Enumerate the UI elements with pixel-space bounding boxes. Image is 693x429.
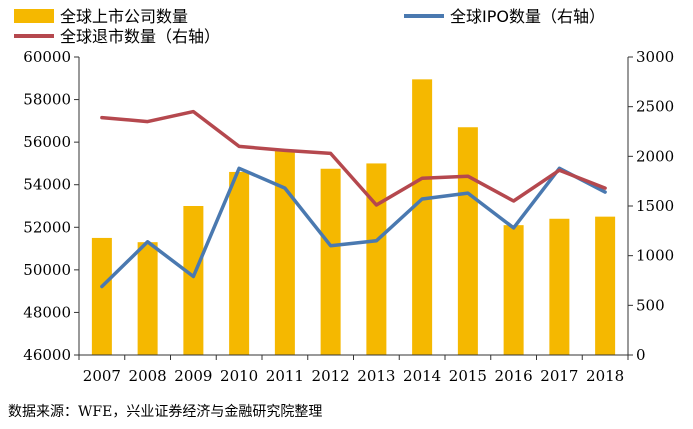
x-tick-label: 2009 [174, 367, 212, 385]
right-tick-label: 0 [636, 346, 646, 364]
series-line-全球退市数量（右轴） [100, 109, 607, 207]
x-tick-label: 2017 [540, 367, 578, 385]
bar-2011 [274, 150, 295, 355]
left-tick-label: 52000 [23, 218, 71, 236]
x-tick-label: 2018 [586, 367, 624, 385]
x-tick-label: 2015 [449, 367, 487, 385]
x-tick-label: 2013 [357, 367, 395, 385]
chart: 46000 48000 50000 52000 54000 56000 58000 60000… [14, 7, 674, 385]
bar-2008 [137, 242, 158, 355]
lines-layer [100, 109, 607, 289]
legend-label: 全球IPO数量（右轴） [450, 7, 605, 26]
left-tick-label: 46000 [23, 346, 71, 364]
x-tick-label: 2014 [403, 367, 441, 385]
left-tick-label: 58000 [23, 91, 71, 109]
bar-2013 [366, 163, 387, 355]
bars-layer [91, 79, 616, 355]
x-tick-label: 2010 [220, 367, 258, 385]
series-line-全球IPO数量（右轴） [100, 166, 607, 289]
bar-2017 [549, 218, 570, 355]
legend-swatch [14, 9, 54, 23]
bar-2007 [91, 237, 112, 355]
x-tick-label: 2011 [266, 367, 304, 385]
right-tick-label: 2500 [636, 98, 674, 116]
legend: 全球上市公司数量 全球IPO数量（右轴） 全球退市数量（右轴） [14, 7, 605, 46]
left-tick-label: 56000 [23, 133, 71, 151]
left-tick-label: 50000 [23, 261, 71, 279]
left-tick-label: 60000 [23, 48, 71, 66]
right-tick-label: 500 [636, 296, 665, 314]
right-tick-label: 3000 [636, 48, 674, 66]
bar-2018 [595, 216, 616, 355]
right-tick-label: 2000 [636, 147, 674, 165]
x-tick-label: 2012 [312, 367, 350, 385]
left-tick-label: 54000 [23, 176, 71, 194]
bar-2014 [412, 79, 433, 355]
right-tick-label: 1500 [636, 197, 674, 215]
bar-2012 [320, 168, 341, 355]
right-tick-label: 1000 [636, 247, 674, 265]
x-tick-label: 2007 [83, 367, 121, 385]
bar-2015 [457, 127, 478, 355]
x-tick-label: 2008 [129, 367, 167, 385]
source-note: 数据来源：WFE，兴业证券经济与金融研究院整理 [8, 404, 323, 420]
bar-2010 [229, 171, 250, 355]
legend-label: 全球退市数量（右轴） [60, 27, 220, 46]
x-tick-label: 2016 [495, 367, 533, 385]
bar-2009 [183, 206, 204, 355]
bar-2016 [503, 225, 524, 355]
left-tick-label: 48000 [23, 303, 71, 321]
legend-label: 全球上市公司数量 [60, 7, 188, 26]
